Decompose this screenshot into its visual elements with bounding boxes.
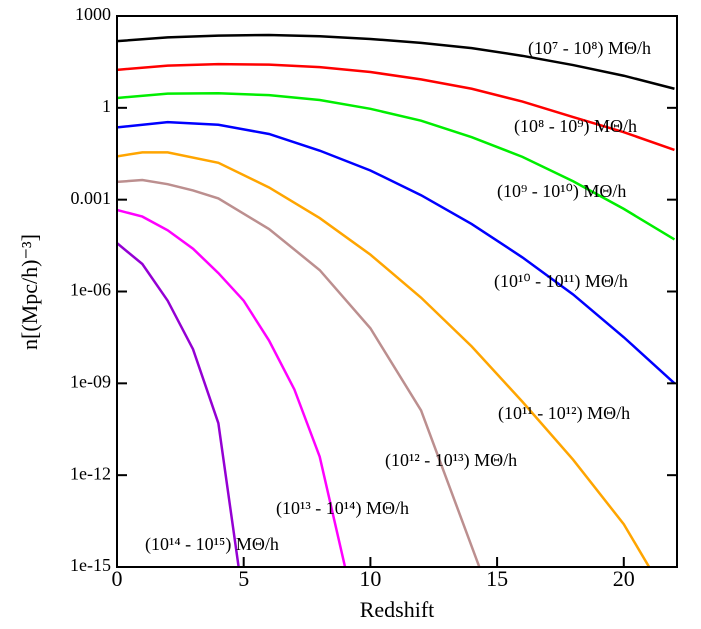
series-label: (10¹¹ - 10¹²) MΘ/h: [498, 403, 630, 424]
series-label: (10⁹ - 10¹⁰) MΘ/h: [497, 181, 626, 202]
data-line: [117, 242, 240, 567]
y-tick-label: 1e-12: [70, 463, 111, 483]
y-axis-label: n[(Mpc/h)⁻³]: [17, 234, 42, 350]
series-label: (10¹⁴ - 10¹⁵) MΘ/h: [145, 534, 279, 555]
x-axis-label: Redshift: [360, 597, 435, 622]
y-tick-label: 1: [102, 96, 111, 116]
series-label: (10⁸ - 10⁹) MΘ/h: [514, 116, 637, 137]
x-tick-label: 20: [613, 566, 635, 591]
series-label: (10¹⁰ - 10¹¹) MΘ/h: [494, 271, 628, 292]
x-tick-label: 10: [359, 566, 381, 591]
x-tick-label: 5: [238, 566, 249, 591]
y-tick-label: 1e-09: [70, 371, 111, 391]
data-line: [117, 208, 347, 567]
data-line: [117, 151, 651, 567]
y-tick-label: 0.001: [71, 188, 112, 208]
x-tick-label: 15: [486, 566, 508, 591]
x-tick-label: 0: [112, 566, 123, 591]
y-tick-label: 1e-15: [70, 555, 111, 575]
data-line: [117, 62, 675, 152]
series-label: (10⁷ - 10⁸) MΘ/h: [528, 38, 651, 59]
y-tick-label: 1000: [75, 4, 111, 24]
series-label: (10¹³ - 10¹⁴) MΘ/h: [276, 498, 409, 519]
data-line: [117, 120, 676, 385]
y-tick-label: 1e-06: [70, 280, 111, 300]
data-line: [117, 91, 676, 241]
data-line: [117, 178, 481, 567]
data-line: [117, 33, 675, 90]
series-label: (10¹² - 10¹³) MΘ/h: [385, 450, 517, 471]
